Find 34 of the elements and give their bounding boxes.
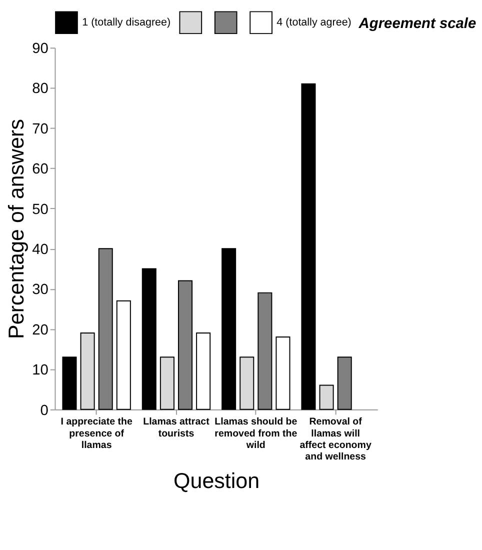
bar	[80, 332, 95, 410]
x-axis-title: Question	[174, 469, 260, 494]
bar	[258, 292, 272, 410]
bar	[160, 356, 174, 410]
x-tick-label: I appreciate the presence of llamas	[60, 416, 133, 452]
bar	[116, 300, 131, 410]
x-tick-label: Llamas should be removed from the wild	[214, 416, 298, 452]
bar	[240, 356, 254, 410]
y-axis-title: Percentage of answers	[4, 119, 28, 339]
y-tick-label: 60	[32, 162, 48, 178]
bar	[62, 356, 77, 410]
y-tick-label: 20	[32, 322, 48, 338]
bar	[319, 384, 334, 410]
bar	[276, 336, 290, 410]
x-tick-label: Llamas attract tourists	[143, 416, 210, 440]
bar	[337, 356, 352, 410]
bar	[142, 268, 156, 410]
legend-title: Agreement scale	[358, 16, 476, 32]
bar	[301, 83, 316, 410]
bar	[178, 280, 193, 410]
y-tick-label: 50	[32, 202, 48, 218]
bar	[222, 248, 236, 410]
y-tick-label: 0	[40, 402, 48, 419]
bar	[98, 248, 113, 410]
y-tick-label: 70	[32, 121, 48, 138]
y-tick-label: 30	[32, 282, 48, 298]
x-tick-label: Removal of llamas will affect economy and wellness	[300, 416, 372, 463]
legend-label: 4 (totally agree)	[276, 16, 352, 29]
bar	[196, 332, 211, 410]
y-tick-label: 80	[32, 81, 48, 98]
y-tick-label: 10	[32, 362, 48, 379]
y-tick-label: 90	[32, 41, 48, 58]
y-tick-label: 40	[32, 242, 48, 258]
legend-label: 1 (totally disagree)	[82, 16, 171, 29]
